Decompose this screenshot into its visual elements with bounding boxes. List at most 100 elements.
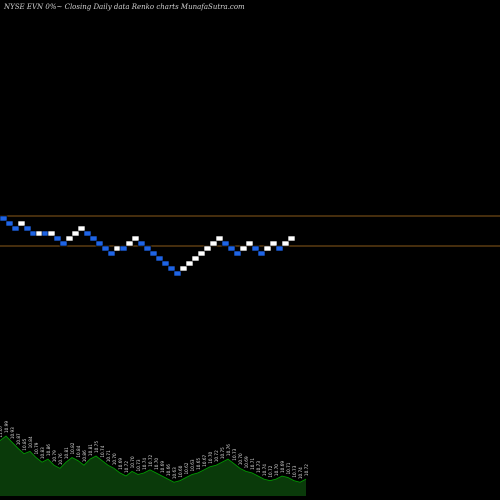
renko-brick-down bbox=[275, 245, 284, 252]
renko-brick-down bbox=[95, 240, 104, 247]
renko-brick-up bbox=[65, 235, 74, 242]
renko-brick-up bbox=[281, 240, 290, 247]
renko-brick-up bbox=[269, 240, 278, 247]
volume-label: 10.71 bbox=[250, 458, 255, 470]
volume-label: 10.70 bbox=[154, 458, 159, 470]
renko-brick-up bbox=[191, 255, 200, 262]
renko-brick-down bbox=[89, 235, 98, 242]
volume-label: 10.66 bbox=[166, 464, 171, 476]
volume-label: 10.74 bbox=[262, 464, 267, 476]
volume-label: 10.72 bbox=[124, 461, 129, 473]
volume-label: 10.79 bbox=[52, 450, 57, 462]
volume-line bbox=[0, 435, 307, 483]
volume-label: 10.87 bbox=[16, 433, 21, 445]
volume-label: 10.75 bbox=[94, 441, 99, 453]
volume-label: 10.99 bbox=[4, 421, 9, 433]
volume-label: 10.84 bbox=[28, 436, 33, 448]
renko-brick-down bbox=[59, 240, 68, 247]
renko-brick-up bbox=[215, 235, 224, 242]
renko-brick-up bbox=[17, 220, 26, 227]
volume-label: 10.70 bbox=[208, 451, 213, 463]
volume-label: 10.70 bbox=[238, 453, 243, 465]
volume-label: 10.70 bbox=[274, 464, 279, 476]
volume-label: 10.65 bbox=[196, 458, 201, 470]
renko-brick-up bbox=[245, 240, 254, 247]
volume-label: 10.74 bbox=[142, 458, 147, 470]
volume-label: 10.74 bbox=[298, 467, 303, 479]
renko-brick-up bbox=[77, 225, 86, 232]
volume-label: 10.76 bbox=[226, 444, 231, 456]
renko-brick-up bbox=[131, 235, 140, 242]
volume-area bbox=[0, 436, 306, 496]
volume-label: 10.84 bbox=[76, 445, 81, 457]
volume-label: 10.71 bbox=[106, 450, 111, 462]
renko-brick-down bbox=[107, 250, 116, 257]
volume-label: 10.73 bbox=[256, 461, 261, 473]
volume-label: 10.83 bbox=[40, 447, 45, 459]
volume-label: 10.81 bbox=[88, 444, 93, 456]
volume-label: 10.72 bbox=[304, 464, 309, 476]
volume-label: 10.63 bbox=[190, 459, 195, 471]
renko-brick-down bbox=[5, 220, 14, 227]
volume-label: 10.69 bbox=[280, 461, 285, 473]
volume-label: 11.07 bbox=[0, 425, 3, 437]
renko-brick-down bbox=[161, 260, 170, 267]
volume-label: 10.67 bbox=[202, 455, 207, 467]
volume-label: 10.62 bbox=[184, 462, 189, 474]
renko-brick-down bbox=[233, 250, 242, 257]
renko-brick-down bbox=[143, 245, 152, 252]
volume-label: 10.72 bbox=[214, 450, 219, 462]
renko-brick-up bbox=[263, 245, 272, 252]
volume-label: 10.75 bbox=[220, 447, 225, 459]
renko-brick-down bbox=[221, 240, 230, 247]
volume-label: 10.82 bbox=[70, 442, 75, 454]
renko-brick-down bbox=[155, 255, 164, 262]
renko-brick-down bbox=[11, 225, 20, 232]
volume-label: 10.86 bbox=[82, 450, 87, 462]
renko-brick-down bbox=[173, 270, 182, 277]
volume-label: 10.85 bbox=[22, 438, 27, 450]
renko-brick-up bbox=[179, 265, 188, 272]
renko-brick-down bbox=[251, 245, 260, 252]
volume-label: 10.79 bbox=[34, 442, 39, 454]
volume-label: 10.71 bbox=[286, 462, 291, 474]
volume-label: 10.69 bbox=[160, 461, 165, 473]
volume-label: 10.70 bbox=[112, 453, 117, 465]
volume-label: 10.60 bbox=[178, 465, 183, 477]
volume-label: 10.73 bbox=[136, 459, 141, 471]
renko-brick-up bbox=[287, 235, 296, 242]
renko-brick-up bbox=[185, 260, 194, 267]
renko-brick-up bbox=[47, 230, 56, 237]
renko-brick-down bbox=[53, 235, 62, 242]
volume-label: 10.72 bbox=[268, 465, 273, 477]
volume-label: 10.93 bbox=[10, 427, 15, 439]
renko-brick-up bbox=[239, 245, 248, 252]
renko-brick-up bbox=[209, 240, 218, 247]
renko-brick-down bbox=[0, 215, 8, 222]
renko-brick-down bbox=[149, 250, 158, 257]
volume-label: 10.72 bbox=[148, 455, 153, 467]
renko-brick-down bbox=[227, 245, 236, 252]
volume-label: 10.81 bbox=[64, 447, 69, 459]
volume-label: 10.63 bbox=[172, 467, 177, 479]
volume-label: 10.70 bbox=[130, 456, 135, 468]
renko-brick-down bbox=[257, 250, 266, 257]
renko-brick-down bbox=[83, 230, 92, 237]
renko-brick-up bbox=[203, 245, 212, 252]
volume-label: 10.86 bbox=[46, 444, 51, 456]
renko-brick-down bbox=[137, 240, 146, 247]
volume-label: 10.73 bbox=[292, 465, 297, 477]
renko-brick-up bbox=[125, 240, 134, 247]
chart-title: NYSE EVN 0%~ Closing Daily data Renko ch… bbox=[4, 3, 245, 11]
renko-brick-down bbox=[23, 225, 32, 232]
volume-label: 10.69 bbox=[244, 456, 249, 468]
renko-brick-down bbox=[167, 265, 176, 272]
volume-label: 10.69 bbox=[118, 458, 123, 470]
renko-brick-down bbox=[101, 245, 110, 252]
renko-brick-up bbox=[197, 250, 206, 257]
volume-label: 10.76 bbox=[58, 453, 63, 465]
volume-label: 10.74 bbox=[100, 445, 105, 457]
renko-brick-up bbox=[71, 230, 80, 237]
